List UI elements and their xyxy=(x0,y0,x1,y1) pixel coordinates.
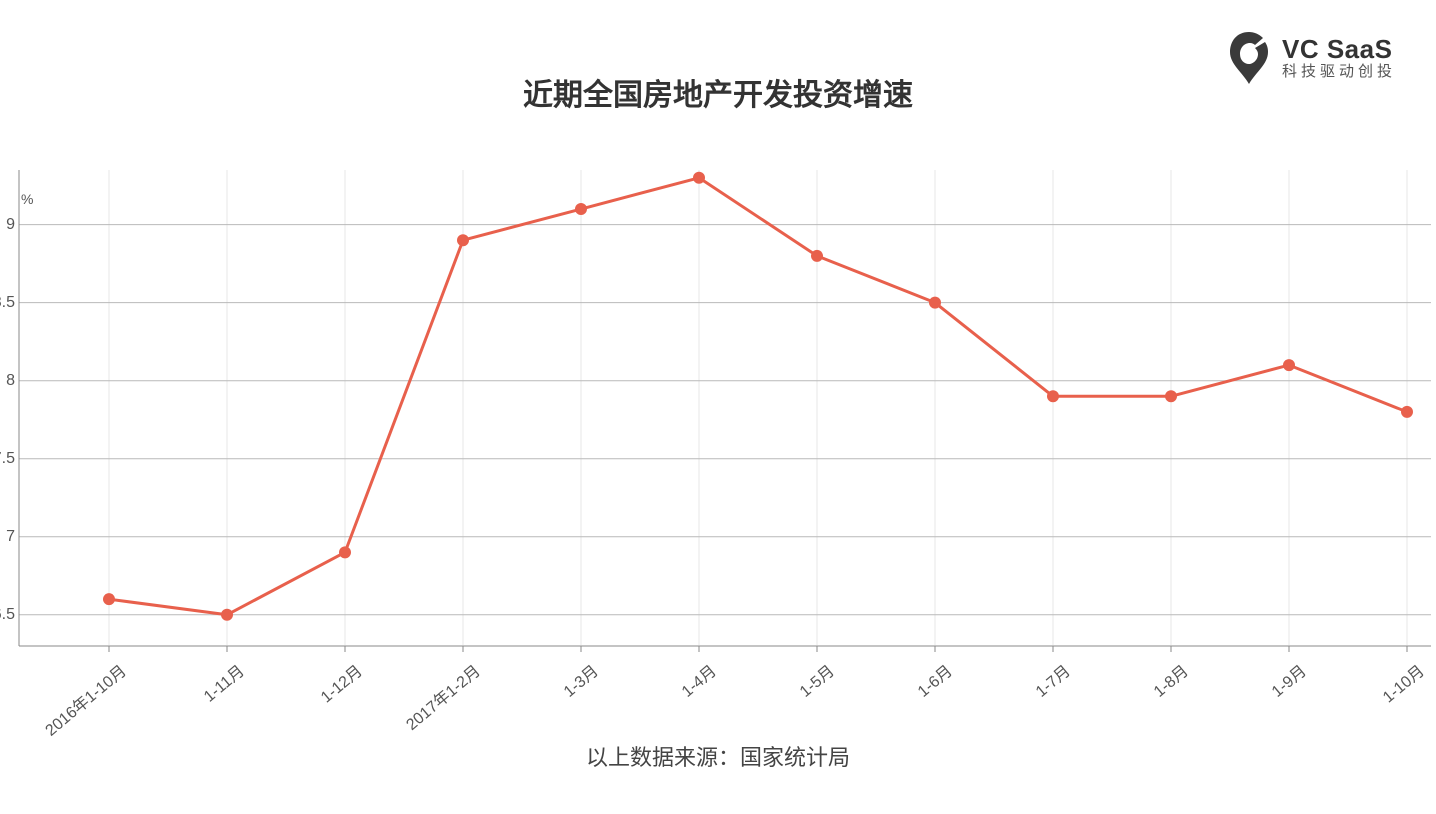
y-tick-label: 8.5 xyxy=(0,294,15,312)
y-tick-label: 7.5 xyxy=(0,450,15,468)
logo-main-text: VC SaaS xyxy=(1282,35,1396,64)
line-chart: 6.577.588.59%2016年1-10月1-11月1-12月2017年1-… xyxy=(19,170,1431,646)
chart-svg xyxy=(19,170,1431,646)
y-axis-unit: % xyxy=(21,191,33,207)
data-source: 以上数据来源：国家统计局 xyxy=(0,740,1436,772)
y-tick-label: 9 xyxy=(0,216,15,234)
y-tick-label: 8 xyxy=(0,372,15,390)
y-tick-label: 6.5 xyxy=(0,606,15,624)
y-tick-label: 7 xyxy=(0,528,15,546)
chart-title: 近期全国房地产开发投资增速 xyxy=(0,70,1436,114)
